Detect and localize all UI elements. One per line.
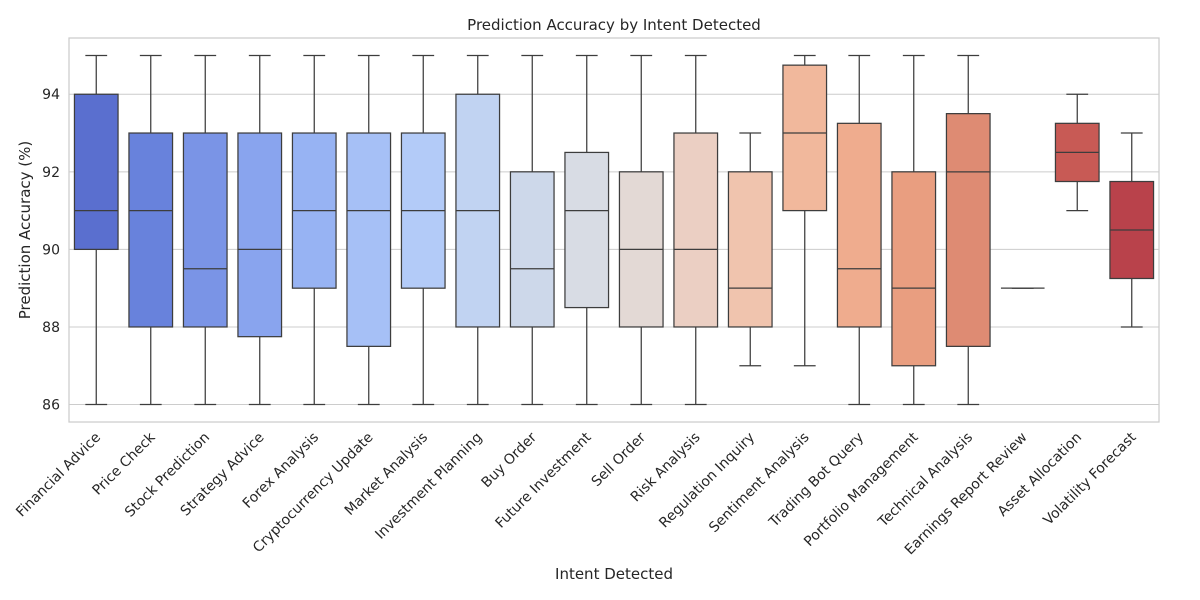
x-tick-label: Sentiment Analysis bbox=[706, 430, 812, 536]
box-group bbox=[564, 54, 610, 406]
x-axis-label: Intent Detected bbox=[555, 565, 673, 583]
x-tick-label: Regulation Inquiry bbox=[656, 430, 758, 532]
iqr-box bbox=[727, 171, 773, 328]
iqr-box bbox=[73, 93, 119, 251]
box-group bbox=[346, 54, 392, 406]
iqr-box bbox=[945, 113, 991, 347]
box-group bbox=[1054, 93, 1100, 212]
iqr-box bbox=[836, 122, 882, 328]
box-group bbox=[182, 54, 228, 406]
iqr-box bbox=[509, 171, 555, 328]
box-group bbox=[891, 54, 937, 406]
x-tick-label: Volatility Forecast bbox=[1040, 429, 1139, 528]
box-group bbox=[1109, 132, 1155, 328]
box-group bbox=[782, 54, 828, 367]
iqr-box bbox=[782, 64, 828, 212]
box-group bbox=[73, 54, 119, 406]
grid-lines bbox=[69, 93, 1159, 406]
chart-title: Prediction Accuracy by Intent Detected bbox=[467, 16, 761, 34]
iqr-box bbox=[673, 132, 719, 328]
x-tick-label: Financial Advice bbox=[13, 430, 104, 521]
box-group bbox=[509, 54, 555, 406]
box-group bbox=[618, 54, 664, 406]
iqr-box bbox=[564, 151, 610, 309]
iqr-box bbox=[891, 171, 937, 367]
box-group bbox=[945, 54, 991, 406]
y-axis-label: Prediction Accuracy (%) bbox=[16, 141, 34, 320]
x-tick-label: Trading Bot Query bbox=[766, 430, 867, 531]
box-group bbox=[237, 54, 283, 406]
x-tick-label: Technical Analysis bbox=[875, 430, 976, 531]
box-group bbox=[727, 132, 773, 367]
box-group bbox=[128, 54, 174, 406]
box-group bbox=[455, 54, 501, 406]
y-tick-label: 86 bbox=[42, 398, 60, 414]
iqr-box bbox=[237, 132, 283, 338]
iqr-box bbox=[128, 132, 174, 328]
box-group bbox=[291, 54, 337, 406]
box-group bbox=[836, 54, 882, 406]
iqr-box bbox=[182, 132, 228, 328]
plot-frame bbox=[68, 37, 1160, 423]
x-tick-label: Future Investment bbox=[493, 429, 595, 531]
iqr-box bbox=[346, 132, 392, 347]
boxes bbox=[73, 54, 1155, 406]
y-tick-labels: 86 88 90 92 94 bbox=[42, 87, 60, 413]
box-group bbox=[400, 54, 446, 406]
y-tick-label: 94 bbox=[42, 87, 60, 103]
y-tick-label: 92 bbox=[42, 165, 60, 181]
y-tick-label: 90 bbox=[42, 242, 60, 258]
x-tick-label: Investment Planning bbox=[372, 430, 485, 543]
box-group bbox=[673, 54, 719, 406]
y-tick-label: 88 bbox=[42, 320, 60, 336]
